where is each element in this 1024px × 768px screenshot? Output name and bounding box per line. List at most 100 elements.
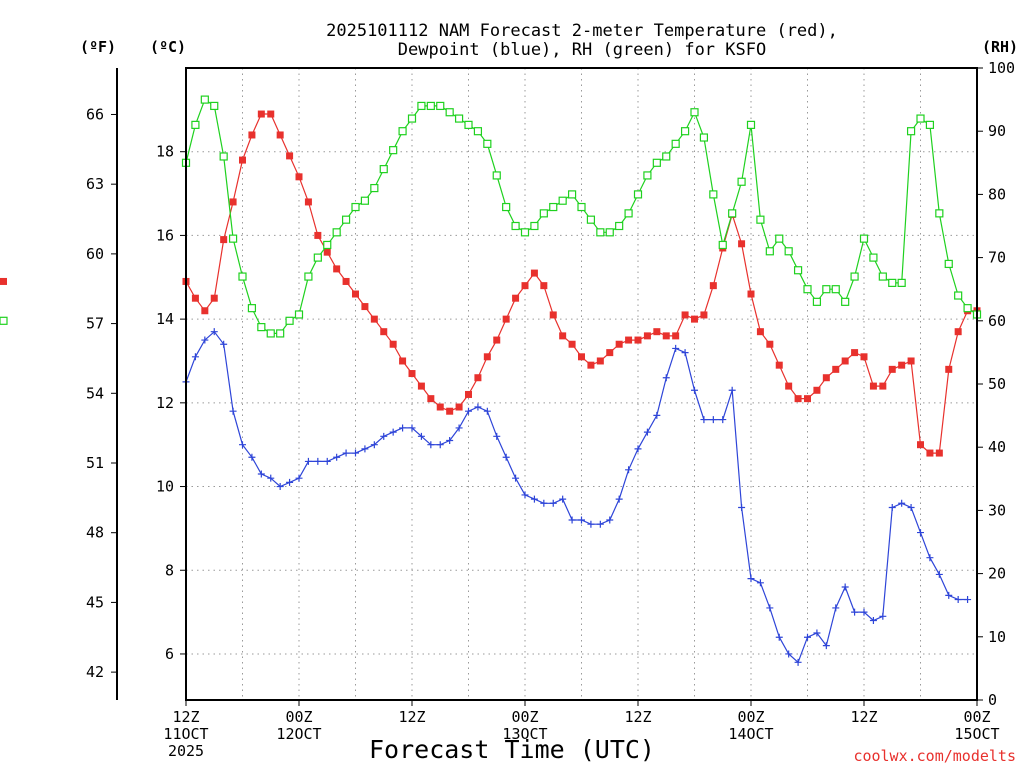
rh-point: [954, 291, 963, 300]
rh-point: [596, 228, 605, 237]
temperature-point: [709, 282, 717, 290]
temperature-point: [691, 315, 698, 323]
x-tick-label: 13OCT: [502, 725, 547, 743]
rh-point: [605, 228, 614, 237]
dewpoint-point: [352, 449, 359, 457]
dewpoint-point: [502, 453, 510, 461]
temperature-point: [455, 403, 463, 411]
dewpoint-point: [248, 453, 256, 461]
celsius-tick-labels: 6 8 10 12 14 16 18: [156, 143, 186, 663]
temperature-point: [700, 311, 708, 319]
temperature-point: [229, 198, 237, 206]
dewpoint-point: [549, 499, 557, 507]
rh-point: [332, 228, 341, 237]
dewpoint-point: [643, 428, 651, 436]
temperature-point: [342, 277, 350, 285]
temperature-point: [907, 357, 915, 365]
temperature-point: [606, 349, 614, 357]
dewpoint-point: [239, 441, 246, 449]
series-layer: [0, 95, 982, 666]
temperature-point: [653, 328, 661, 336]
x-tick-label: 00Z: [963, 708, 990, 726]
dewpoint-point: [295, 474, 303, 482]
rh-point: [389, 146, 398, 155]
dewpoint-point: [917, 529, 924, 537]
fahrenheit-unit-label: (ºF): [80, 38, 116, 56]
x-tick-label: 12OCT: [276, 725, 321, 743]
dewpoint-point: [314, 457, 322, 465]
celsius-tick-label: 8: [165, 561, 174, 579]
rh-point: [266, 329, 275, 338]
fahrenheit-tick-label: 42: [86, 663, 104, 681]
dewpoint-point: [229, 407, 237, 415]
temperature-point: [587, 361, 595, 369]
temperature-point: [615, 340, 623, 348]
temperature-point: [681, 311, 689, 319]
dewpoint-point: [709, 416, 717, 424]
temperature-point: [822, 374, 830, 382]
rh-point: [615, 221, 624, 231]
dewpoint-point: [822, 642, 830, 650]
rh-point: [728, 209, 737, 218]
dewpoint-point: [389, 428, 397, 436]
temperature-point: [0, 277, 7, 285]
rh-point: [257, 323, 266, 332]
dewpoint-point: [596, 520, 604, 528]
temperature-point: [747, 290, 755, 298]
rh-point: [436, 101, 445, 111]
rh-point: [577, 202, 586, 212]
celsius-unit-label: (ºC): [150, 38, 186, 56]
temperature-point: [295, 173, 303, 181]
temperature-point: [841, 357, 849, 365]
rh-point: [398, 127, 407, 136]
temperature-point: [210, 294, 218, 302]
dewpoint-point: [832, 604, 840, 612]
rh-point: [643, 171, 652, 180]
fahrenheit-tick-label: 45: [86, 593, 104, 611]
temperature-point: [493, 336, 501, 344]
dewpoint-point: [512, 474, 520, 482]
dewpoint-point: [191, 353, 199, 361]
rh-point: [549, 202, 558, 212]
dewpoint-point: [719, 416, 727, 424]
temperature-point: [954, 328, 962, 336]
fahrenheit-tick-label: 51: [86, 454, 104, 472]
temperature-point: [634, 336, 642, 344]
rh-point: [379, 165, 388, 174]
temperature-point: [775, 361, 783, 369]
chart-title-line2: Dewpoint (blue), RH (green) for KSFO: [398, 40, 766, 60]
temperature-point: [860, 353, 868, 361]
rh-point: [812, 297, 822, 306]
x-tick-label: 00Z: [511, 708, 538, 726]
rh-point: [652, 158, 661, 167]
rh-point: [210, 101, 219, 111]
dewpoint-point: [323, 457, 331, 465]
dewpoint-point: [804, 633, 811, 641]
dewpoint-point: [427, 441, 435, 449]
x-tick-label: 12Z: [398, 708, 425, 726]
rh-point: [680, 127, 690, 136]
temperature-point: [474, 374, 482, 382]
rh-point: [473, 127, 483, 136]
rh-unit-label: (RH): [982, 38, 1018, 56]
temperature-point: [879, 382, 887, 390]
temperature-point: [323, 248, 331, 256]
temperature-point: [625, 336, 633, 344]
dewpoint-point: [568, 516, 576, 524]
fahrenheit-tick-label: 48: [86, 524, 104, 542]
dewpoint-point: [380, 432, 388, 440]
dewpoint-point: [766, 604, 774, 612]
dewpoint-point: [662, 374, 670, 382]
dewpoint-point: [267, 474, 275, 482]
x-tick-label: 14OCT: [728, 725, 773, 743]
rh-point: [662, 152, 671, 161]
temperature-point: [521, 282, 529, 290]
temperature-point: [191, 294, 199, 302]
dewpoint-point: [747, 575, 755, 583]
temperature-point: [672, 332, 680, 340]
rh-point: [718, 240, 727, 250]
temperature-point: [530, 269, 538, 277]
rh-point: [841, 297, 850, 306]
rh-point: [219, 152, 228, 161]
